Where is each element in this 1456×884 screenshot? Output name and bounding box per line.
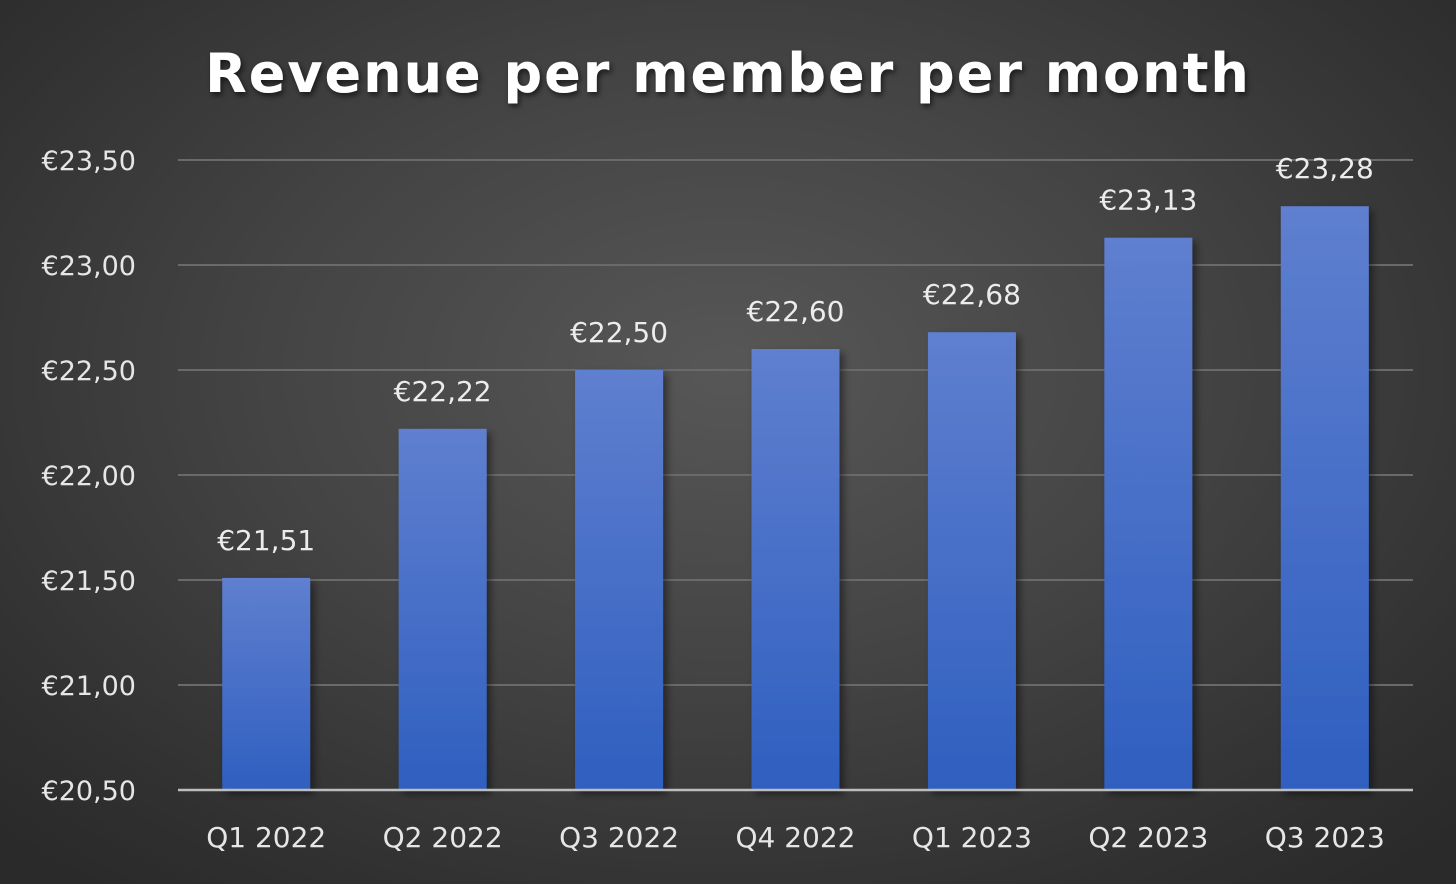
x-tick-label: Q2 2023 xyxy=(1088,821,1208,854)
data-label: €22,22 xyxy=(394,375,492,408)
bar xyxy=(751,349,840,790)
chart-title: Revenue per member per month xyxy=(205,42,1251,105)
x-tick-label: Q1 2023 xyxy=(912,821,1032,854)
bar xyxy=(927,332,1016,790)
bar xyxy=(398,428,487,790)
x-tick-label: Q1 2022 xyxy=(206,821,326,854)
data-label: €22,68 xyxy=(923,278,1021,311)
y-axis-tick-labels: €20,50 €21,00 €21,50 €22,00 €22,50 €23,00 €23,… xyxy=(42,146,136,807)
data-label: €21,51 xyxy=(217,524,315,557)
data-label: €22,60 xyxy=(747,295,845,328)
bar xyxy=(1104,237,1193,790)
x-tick-label: Q3 2022 xyxy=(559,821,679,854)
y-tick-label: €22,00 xyxy=(42,461,136,492)
bar xyxy=(575,370,664,790)
bar xyxy=(1280,206,1369,790)
data-label: €22,50 xyxy=(570,316,668,349)
data-labels: €21,51 €22,22 €22,50 €22,60 €22,68 €23,13 €23,… xyxy=(217,152,1374,557)
y-tick-label: €23,50 xyxy=(42,146,136,177)
y-tick-label: €21,00 xyxy=(42,671,136,702)
y-tick-label: €20,50 xyxy=(42,776,136,807)
y-tick-label: €22,50 xyxy=(42,356,136,387)
bar xyxy=(222,577,311,790)
x-tick-label: Q4 2022 xyxy=(735,821,855,854)
y-tick-label: €21,50 xyxy=(42,566,136,597)
x-tick-label: Q3 2023 xyxy=(1265,821,1385,854)
y-tick-label: €23,00 xyxy=(42,251,136,282)
x-tick-label: Q2 2022 xyxy=(383,821,503,854)
data-label: €23,28 xyxy=(1276,152,1374,185)
data-label: €23,13 xyxy=(1099,184,1197,217)
bars xyxy=(222,206,1369,790)
x-axis-category-labels: Q1 2022 Q2 2022 Q3 2022 Q4 2022 Q1 2023 Q2 20… xyxy=(206,821,1385,854)
